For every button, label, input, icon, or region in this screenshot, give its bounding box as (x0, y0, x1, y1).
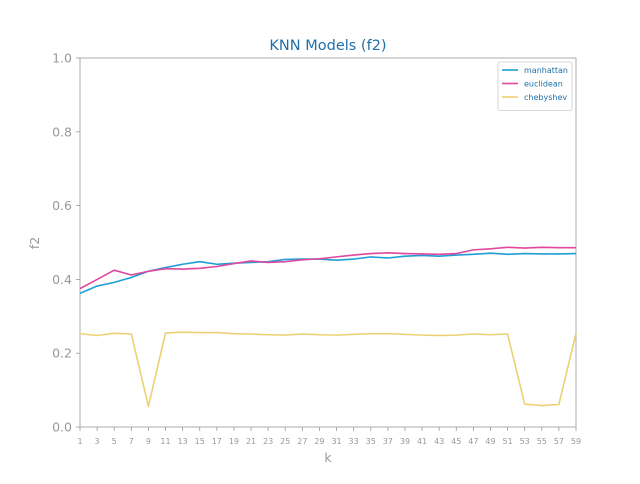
x-tick-label: 43 (434, 437, 444, 446)
series-line-manhattan (79, 252, 577, 295)
x-tick-label: 39 (400, 437, 410, 446)
x-tick-label: 21 (246, 437, 256, 446)
x-tick-label: 47 (468, 437, 478, 446)
x-tick-label: 33 (349, 437, 359, 446)
x-tick-label: 59 (571, 437, 581, 446)
x-tick-label: 53 (520, 437, 530, 446)
x-tick-label: 51 (502, 437, 512, 446)
y-tick-label: 0.4 (52, 272, 72, 287)
series-line-euclidean (79, 246, 576, 290)
x-tick-label: 45 (451, 437, 461, 446)
x-tick-label: 11 (160, 437, 170, 446)
x-tick-label: 1 (77, 437, 82, 446)
series-line-chebyshev (79, 331, 577, 408)
x-tick-label: 19 (229, 437, 239, 446)
legend: manhattan euclidean chebyshev (497, 61, 573, 111)
chart-title: KNN Models (f2) (269, 38, 386, 54)
x-tick-label: 7 (129, 437, 134, 446)
x-tick-label: 3 (95, 437, 100, 446)
x-tick-label: 5 (112, 437, 117, 446)
x-tick-label: 13 (178, 437, 188, 446)
x-tick-label: 17 (212, 437, 222, 446)
x-axis-label: k (324, 450, 332, 465)
x-tick-label: 31 (331, 437, 341, 446)
x-tick-label: 23 (263, 437, 273, 446)
x-tick-label: 35 (366, 437, 376, 446)
plot-frame (79, 57, 577, 428)
x-tick-label: 9 (146, 437, 151, 446)
x-tick-label: 25 (280, 437, 290, 446)
legend-box (497, 61, 573, 111)
x-tick-label: 57 (554, 437, 564, 446)
x-tick-label: 15 (195, 437, 205, 446)
x-tick-label: 55 (537, 437, 547, 446)
x-tick-label: 27 (297, 437, 307, 446)
legend-label-euclidean: euclidean (524, 80, 563, 89)
y-tick-label: 0.2 (52, 346, 72, 361)
y-tick-label: 1.0 (52, 51, 72, 66)
plot-area: 0.00.20.40.60.81.01 3 5 7 9 11 13 15 17 19 21 23 25 2… (52, 51, 581, 447)
legend-label-manhattan: manhattan (524, 66, 568, 75)
y-axis-label: f2 (27, 237, 42, 249)
x-tick-label: 41 (417, 437, 427, 446)
y-tick-label: 0.6 (52, 198, 72, 213)
x-tick-label: 37 (383, 437, 393, 446)
y-tick-label: 0.8 (52, 124, 72, 139)
x-tick-label: 49 (485, 437, 495, 446)
legend-label-chebyshev: chebyshev (524, 93, 567, 102)
y-tick-label: 0.0 (52, 420, 72, 435)
x-tick-label: 29 (314, 437, 324, 446)
